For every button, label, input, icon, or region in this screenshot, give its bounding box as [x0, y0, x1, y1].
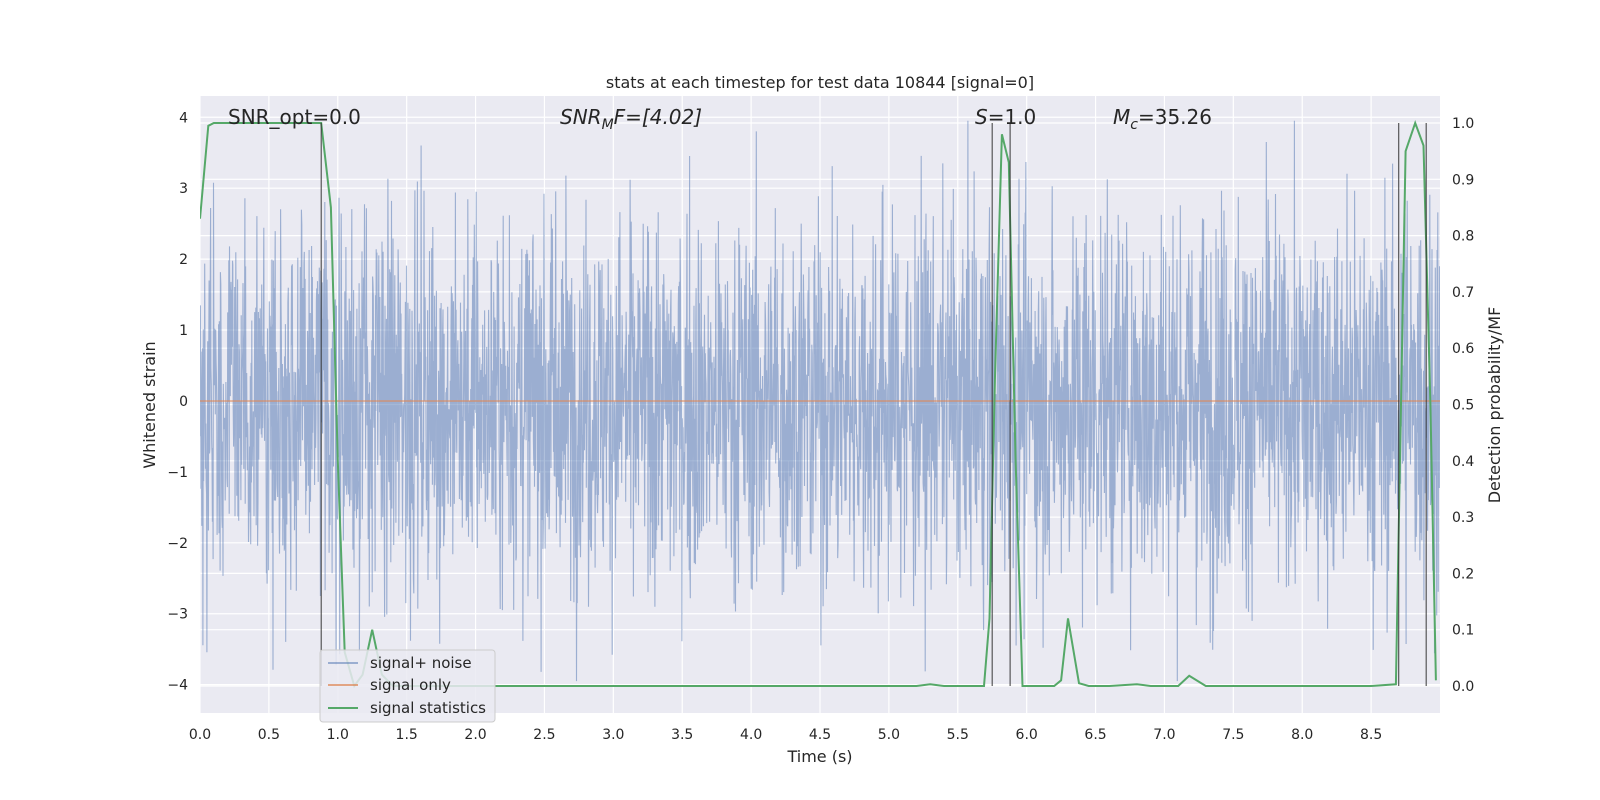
x-tick-label: 0.0 — [189, 727, 211, 743]
event-markers — [320, 123, 1427, 686]
y-tick-label: 1 — [179, 323, 188, 339]
x-tick-label: 5.0 — [878, 727, 900, 743]
y2-tick-label: 0.6 — [1452, 341, 1474, 357]
y-tick-label: −1 — [167, 465, 188, 481]
y2-tick-label: 0.7 — [1452, 285, 1474, 301]
x-tick-label: 0.5 — [258, 727, 280, 743]
x-tick-label: 3.5 — [671, 727, 693, 743]
annotation-snr-mf-rest: F=[4.02] — [614, 105, 702, 129]
y-tick-label: 2 — [179, 252, 188, 268]
y-tick-label: −4 — [167, 678, 188, 694]
y2-axis-label: Detection probability/MF — [1485, 307, 1504, 504]
legend-label-signal-only: signal only — [370, 676, 451, 694]
series-signal-noise — [200, 120, 1440, 682]
annotation-s-rest: =1.0 — [988, 105, 1037, 129]
x-tick-label: 6.0 — [1016, 727, 1038, 743]
series-signal-statistics — [200, 120, 1437, 689]
y-tick-label: 0 — [179, 394, 188, 410]
y2-tick-label: 0.3 — [1452, 510, 1474, 526]
annotation-s-main: S — [975, 105, 988, 129]
y2-tick-label: 1.0 — [1452, 116, 1474, 132]
x-tick-label: 1.0 — [327, 727, 349, 743]
y-tick-label: −3 — [167, 607, 188, 623]
x-tick-label: 5.5 — [947, 727, 969, 743]
annotation-mc-sub: c — [1130, 117, 1138, 133]
x-tick-label: 8.0 — [1291, 727, 1313, 743]
y2-tick-label: 0.2 — [1452, 566, 1474, 582]
y2-tick-label: 0.9 — [1452, 172, 1474, 188]
annotation-snr-mf-sub: M — [602, 117, 614, 133]
x-tick-label: 3.0 — [602, 727, 624, 743]
x-tick-label: 2.0 — [464, 727, 486, 743]
y2-tick-label: 0.5 — [1452, 398, 1474, 414]
x-tick-label: 2.5 — [533, 727, 555, 743]
y2-tick-label: 0.8 — [1452, 229, 1474, 245]
legend-box — [319, 649, 496, 723]
x-axis-label: Time (s) — [786, 747, 852, 766]
legend-label-signal-statistics: signal statistics — [370, 699, 486, 717]
annotation-snr-mf: SNRMF=[4.02] — [560, 105, 702, 133]
chart-title: stats at each timestep for test data 108… — [606, 73, 1034, 92]
annotation-snr-mf-main: SNR — [560, 105, 602, 129]
x-tick-label: 1.5 — [396, 727, 418, 743]
annotation-mc-rest: =35.26 — [1138, 105, 1212, 129]
data-layer — [200, 120, 1440, 689]
annotation-snr-opt: SNR_opt=0.0 — [228, 105, 361, 129]
legend: signal+ noise signal only signal statist… — [319, 649, 496, 723]
x-tick-label: 6.5 — [1084, 727, 1106, 743]
y2-tick-label: 0.0 — [1452, 679, 1474, 695]
x-tick-label: 4.0 — [740, 727, 762, 743]
x-tick-label: 4.5 — [809, 727, 831, 743]
x-tick-label: 7.5 — [1222, 727, 1244, 743]
y-axis-label: Whitened strain — [140, 341, 159, 468]
y-tick-label: 4 — [179, 110, 188, 126]
annotation-mc-main: M — [1113, 105, 1130, 129]
annotation-s: S=1.0 — [975, 105, 1036, 129]
legend-label-signal-noise: signal+ noise — [370, 654, 472, 672]
axes: 0.0 0.5 1.0 1.5 2.0 2.5 3.0 3.5 4.0 4.5 5.0 5.5 6.0 6… — [167, 110, 1474, 743]
x-tick-label: 7.0 — [1153, 727, 1175, 743]
annotation-mc: Mc=35.26 — [1113, 105, 1212, 133]
x-tick-label: 8.5 — [1360, 727, 1382, 743]
y-tick-label: 3 — [179, 181, 188, 197]
y2-tick-label: 0.4 — [1452, 454, 1474, 470]
y-tick-label: −2 — [167, 536, 188, 552]
y2-tick-label: 0.1 — [1452, 623, 1474, 639]
